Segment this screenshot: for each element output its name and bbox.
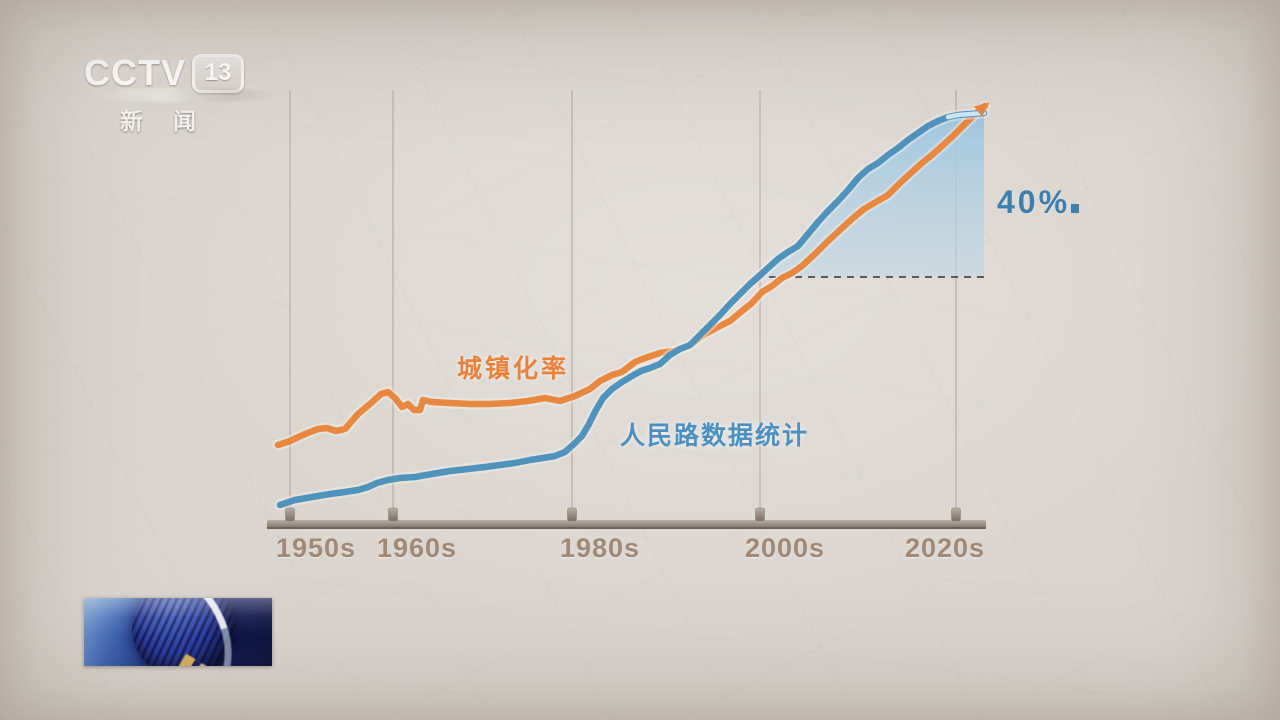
channel-number: 13 [204, 59, 232, 86]
cctv13-logo: CCTV 13 新闻 [84, 52, 284, 136]
channel-name-xinwen: 新闻 [120, 108, 226, 134]
ident-globe [132, 598, 236, 666]
renmin-road-line [276, 109, 988, 509]
x-axis-bar [267, 520, 986, 529]
growth-shaded-area [758, 113, 984, 277]
channel-13-badge: 13 [192, 53, 244, 93]
annotation-square-glyph [1071, 204, 1080, 213]
x-tick-label-1980s: 1980s [559, 533, 641, 563]
axis-tick-nub [285, 507, 295, 522]
orange-line-arrowhead [973, 102, 990, 117]
series-label-renmin-road-stats: 人民路数据统计 [620, 422, 810, 450]
axis-tick-nub [951, 507, 961, 522]
axis-tick-nub [567, 507, 577, 522]
series-label-urbanization-rate: 城镇化率 [457, 355, 570, 383]
axis-tick-nub [755, 507, 765, 522]
x-tick-label-1950s: 1950s [275, 533, 357, 563]
axis-tick-nub [388, 507, 398, 522]
x-tick-label-2000s: 2000s [744, 533, 826, 563]
urbanization-rate-line [274, 102, 989, 449]
news-ident-graphic [84, 598, 272, 666]
logo-swoosh [84, 88, 280, 102]
x-axis-bar-shadow [267, 527, 986, 529]
gap-annotation: 40% [997, 184, 1080, 221]
x-tick-label-1960s: 1960s [376, 533, 458, 563]
gap-annotation-value: 40% [997, 184, 1071, 220]
x-tick-label-2020s: 2020s [904, 533, 986, 563]
cctv-wordmark: CCTV [84, 52, 186, 93]
blue-line-peak-highlight [945, 110, 987, 120]
ident-gloss-overlay [84, 598, 272, 666]
